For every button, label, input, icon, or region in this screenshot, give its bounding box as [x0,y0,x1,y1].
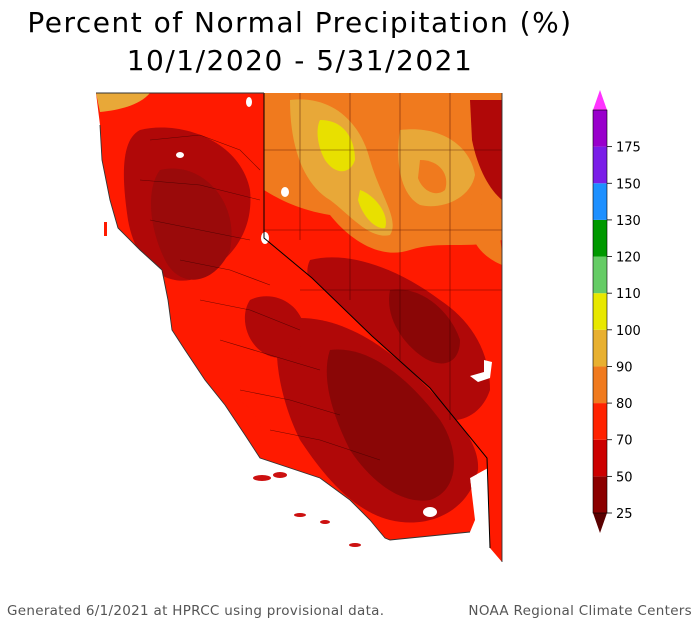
legend-swatch [593,439,607,477]
legend-label: 100 [616,324,641,339]
legend-swatch [593,293,607,330]
california-coastline [96,92,503,562]
legend-label: 130 [616,214,641,229]
legend-label: 175 [616,141,641,156]
generated-note: Generated 6/1/2021 at HPRCC using provis… [7,603,385,619]
legend-swatch [593,403,607,440]
legend-swatch [593,183,607,220]
legend-swatch [593,146,607,184]
legend-label: 50 [616,470,633,485]
source-credit: NOAA Regional Climate Centers [468,603,692,619]
legend-swatch [593,219,607,257]
state-border [263,93,491,549]
map-date-range: 10/1/2020 - 5/31/2021 [126,44,474,77]
legend-swatch [593,476,607,513]
channel-islands [104,222,361,547]
legend-label: 70 [616,434,633,449]
legend-label: 25 [616,507,633,522]
map-title: Percent of Normal Precipitation (%) [27,6,573,39]
legend-outline [592,109,608,514]
legend-swatch [593,256,607,294]
legend-swatch [593,366,607,404]
legend-label: 120 [616,251,641,266]
legend-label: 150 [616,177,641,192]
legend-label: 80 [616,397,633,412]
legend-bottom-arrow [593,513,607,533]
legend-label: 90 [616,360,633,375]
legend-swatch [593,110,607,147]
legend-top-arrow [593,90,607,110]
legend-swatch [593,329,607,367]
legend-label: 110 [616,287,641,302]
county-boundaries [139,93,502,461]
